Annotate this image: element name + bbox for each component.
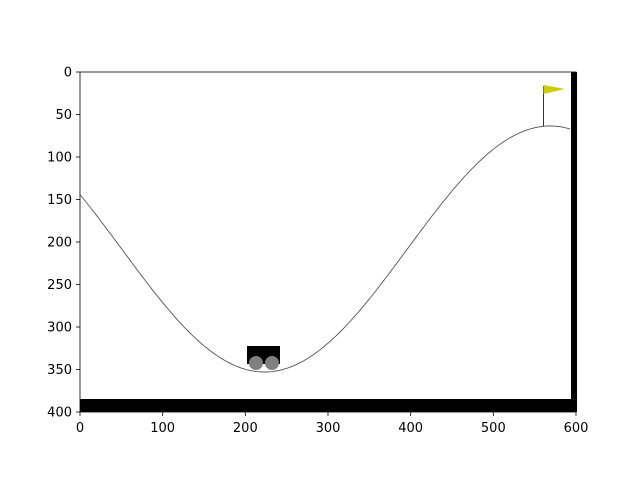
y-tick-label: 100 [47, 151, 72, 166]
x-tick-label: 600 [564, 421, 589, 436]
x-tick-label: 200 [233, 421, 258, 436]
x-axis: 0 100 200 300 400 500 600 [76, 412, 589, 436]
car-wheel-left [249, 356, 263, 370]
mountain-car-icon [247, 346, 280, 370]
x-tick-label: 500 [481, 421, 506, 436]
goal-flag-icon [543, 85, 565, 126]
right-edge-bar [571, 72, 577, 412]
y-tick-label: 250 [47, 278, 72, 293]
x-tick-label: 400 [398, 421, 423, 436]
y-tick-label: 400 [47, 406, 72, 421]
y-tick-label: 350 [47, 363, 72, 378]
x-tick-label: 300 [316, 421, 341, 436]
y-tick-label: 300 [47, 321, 72, 336]
mountain-track [79, 125, 571, 373]
flag [543, 85, 565, 94]
x-tick-label: 0 [76, 421, 84, 436]
bottom-edge-bar [80, 399, 576, 412]
y-tick-label: 200 [47, 236, 72, 251]
plot-area [79, 71, 577, 413]
y-tick-label: 150 [47, 193, 72, 208]
car-wheel-right [265, 356, 279, 370]
y-tick-label: 0 [64, 66, 72, 81]
x-tick-label: 100 [150, 421, 175, 436]
y-axis: 0 50 100 150 200 250 300 350 400 [47, 66, 80, 421]
y-tick-label: 50 [55, 108, 72, 123]
